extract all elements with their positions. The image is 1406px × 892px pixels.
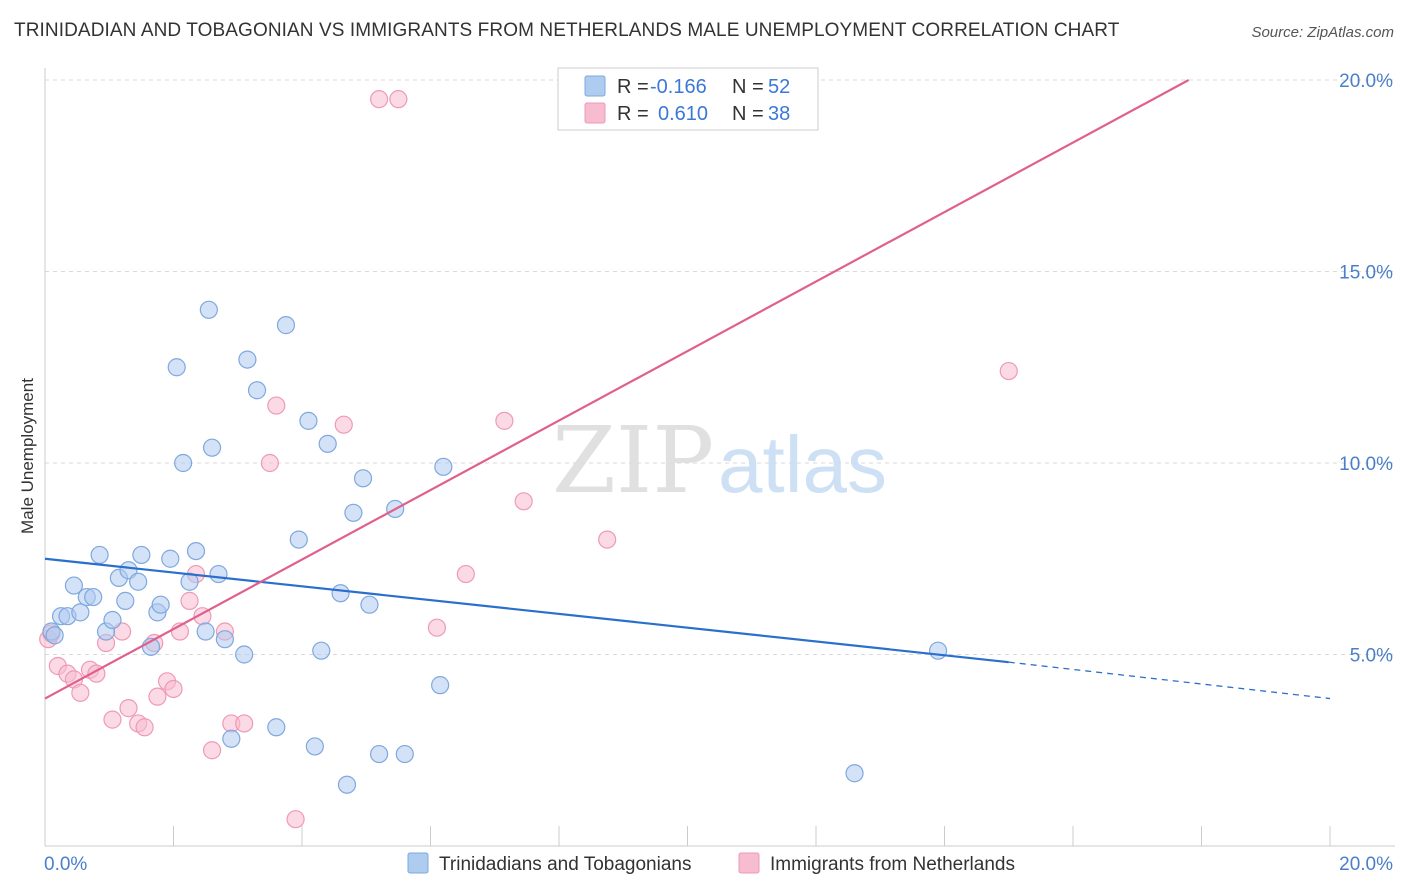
data-point-trinidad — [247, 381, 267, 400]
bottom-legend-label-blue: Trinidadians and Tobagonians — [439, 854, 691, 875]
y-tick-labels: 5.0% 10.0% 15.0% 20.0% — [1339, 71, 1393, 667]
y-tick-label: 5.0% — [1350, 646, 1393, 667]
legend-r-label-pink: R = — [617, 103, 649, 125]
watermark: ZIP atlas — [552, 407, 887, 514]
data-point-netherlands — [260, 453, 279, 473]
data-point-trinidad — [116, 591, 135, 610]
data-point-trinidad — [103, 610, 122, 630]
data-point-trinidad — [45, 626, 64, 645]
x-tick-label-max: 20.0% — [1339, 854, 1393, 875]
data-point-trinidad — [395, 744, 414, 764]
correlation-legend: R = -0.166 N = 52 R = 0.610 N = 38 — [557, 67, 819, 131]
bottom-legend-swatch-pink — [738, 852, 760, 874]
data-point-trinidad — [90, 545, 109, 565]
legend-r-value-blue: -0.166 — [650, 76, 707, 98]
data-point-trinidad — [370, 744, 389, 764]
series-trinidad-points — [42, 300, 948, 794]
data-point-netherlands — [427, 618, 447, 637]
data-point-netherlands — [456, 564, 475, 584]
data-point-trinidad — [318, 434, 337, 453]
x-axis-ticks — [173, 826, 1331, 846]
data-point-netherlands — [119, 699, 138, 718]
data-point-netherlands — [180, 591, 199, 610]
data-point-trinidad — [199, 300, 218, 319]
data-point-netherlands — [235, 714, 254, 733]
chart-title: TRINIDADIAN AND TOBAGONIAN VS IMMIGRANTS… — [14, 20, 1120, 41]
data-point-trinidad — [161, 549, 180, 568]
y-axis-label: Male Unemployment — [18, 378, 37, 534]
data-point-trinidad — [71, 603, 90, 622]
data-point-trinidad — [337, 775, 357, 794]
watermark-zip: ZIP — [552, 407, 714, 514]
data-point-trinidad — [431, 676, 450, 695]
data-point-trinidad — [360, 595, 379, 614]
x-tick-label-min: 0.0% — [44, 854, 87, 875]
y-tick-label: 15.0% — [1339, 263, 1393, 284]
data-point-netherlands — [135, 718, 154, 737]
data-point-trinidad — [222, 729, 241, 748]
data-point-netherlands — [286, 810, 305, 829]
data-point-trinidad — [235, 645, 254, 664]
trend-line-trinidad-extension — [1008, 661, 1331, 700]
bottom-legend-label-pink: Immigrants from Netherlands — [770, 854, 1015, 875]
data-point-trinidad — [64, 576, 84, 595]
legend-r-label-blue: R = — [617, 76, 649, 98]
data-point-trinidad — [196, 622, 215, 641]
data-point-trinidad — [276, 316, 296, 335]
data-point-netherlands — [389, 90, 408, 109]
legend-swatch-pink — [584, 102, 606, 124]
data-point-trinidad — [132, 545, 151, 565]
data-point-trinidad — [331, 584, 350, 603]
legend-swatch-blue — [584, 75, 606, 97]
data-point-netherlands — [103, 710, 122, 729]
data-point-trinidad — [202, 438, 222, 457]
data-point-trinidad — [215, 630, 234, 649]
data-point-netherlands — [71, 683, 90, 702]
trend-line-netherlands — [44, 79, 1190, 700]
data-point-trinidad — [129, 572, 148, 591]
trend-lines — [44, 79, 1331, 700]
source-label: Source: ZipAtlas.com — [1251, 24, 1394, 41]
data-point-netherlands — [202, 741, 222, 760]
data-point-trinidad — [845, 764, 864, 783]
data-point-netherlands — [148, 687, 167, 706]
watermark-atlas: atlas — [718, 420, 887, 509]
data-point-trinidad — [928, 641, 948, 660]
data-point-trinidad — [151, 595, 170, 614]
data-point-netherlands — [370, 90, 389, 109]
y-tick-label: 20.0% — [1339, 71, 1393, 92]
legend-n-value-pink: 38 — [768, 103, 790, 125]
data-point-trinidad — [299, 411, 318, 430]
data-point-trinidad — [305, 737, 324, 756]
data-point-netherlands — [495, 411, 514, 430]
data-point-trinidad — [84, 587, 103, 607]
legend-n-value-blue: 52 — [768, 76, 790, 98]
data-point-trinidad — [344, 503, 363, 522]
data-point-trinidad — [238, 350, 257, 369]
data-point-trinidad — [353, 469, 373, 488]
data-point-trinidad — [174, 453, 193, 473]
data-point-netherlands — [514, 492, 533, 511]
legend-r-value-pink: 0.610 — [658, 103, 708, 125]
legend-n-label-pink: N = — [732, 103, 764, 125]
data-point-netherlands — [598, 530, 617, 549]
data-point-trinidad — [434, 457, 453, 476]
data-point-netherlands — [164, 679, 183, 699]
bottom-legend-swatch-blue — [407, 852, 429, 874]
legend-n-label-blue: N = — [732, 76, 764, 98]
data-point-trinidad — [167, 358, 186, 377]
data-point-netherlands — [999, 361, 1018, 381]
data-point-trinidad — [267, 718, 286, 737]
data-point-trinidad — [312, 641, 331, 660]
data-point-netherlands — [267, 396, 286, 415]
y-tick-label: 10.0% — [1339, 454, 1393, 475]
data-point-trinidad — [186, 541, 206, 561]
data-point-netherlands — [334, 415, 353, 434]
data-point-trinidad — [209, 564, 228, 584]
series-legend: Trinidadians and Tobagonians Immigrants … — [407, 852, 1015, 875]
trend-line-trinidad — [44, 557, 1009, 664]
data-point-trinidad — [289, 530, 308, 549]
